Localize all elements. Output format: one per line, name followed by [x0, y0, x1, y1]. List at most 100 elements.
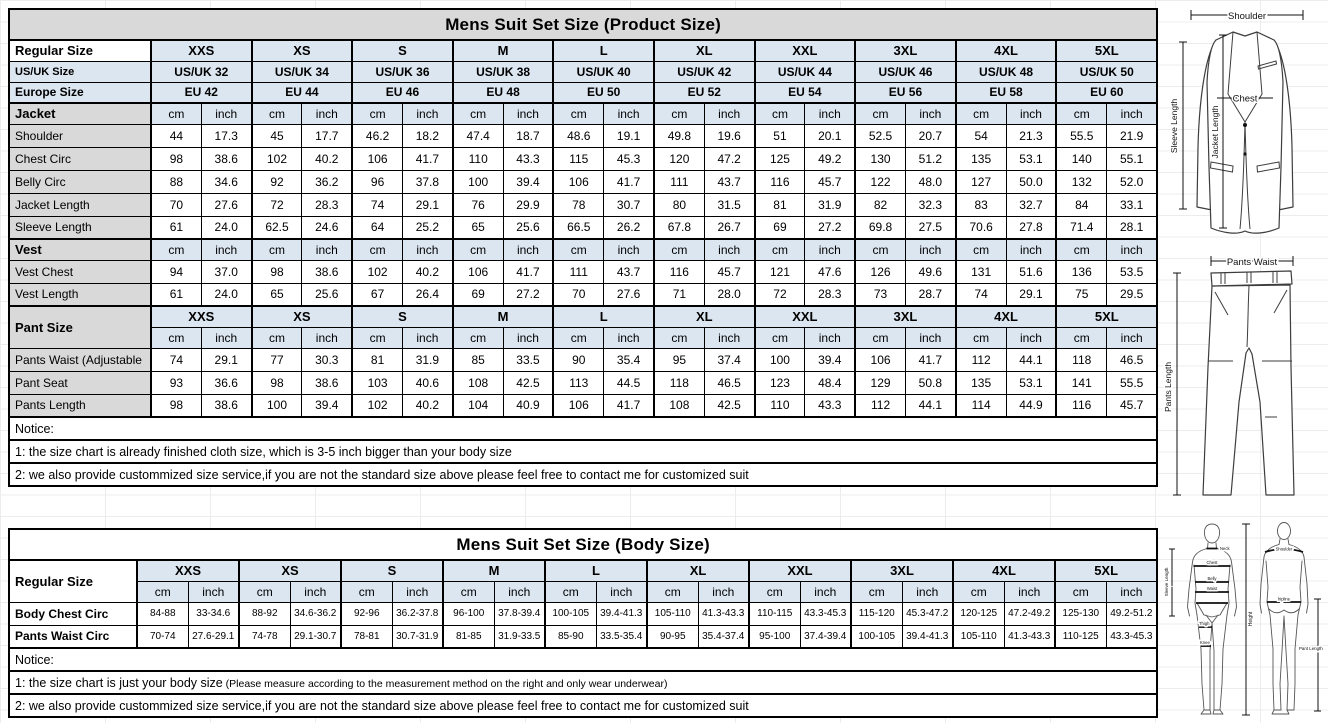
value-cm: 70 — [149, 192, 202, 217]
value-inch: 35.4 — [603, 347, 655, 372]
value-cm: 100-105 — [544, 601, 597, 626]
value-inch: 40.2 — [401, 259, 454, 284]
value-inch: 49.2-51.2 — [1105, 601, 1158, 626]
row-label: Europe Size — [8, 81, 152, 104]
measurement-row: Pants Waist (Adjustable 74 29.1 77 30.3 81 31.… — [8, 347, 1158, 372]
value-inch: 55.5 — [1106, 370, 1158, 395]
value-cm: 125-130 — [1054, 601, 1107, 626]
unit-inch-header: inch — [703, 102, 756, 125]
notice-heading: Notice: — [8, 416, 1158, 441]
value-inch: 40.2 — [401, 393, 454, 418]
value-inch: 35.4-37.4 — [697, 624, 750, 649]
value-inch: 25.2 — [401, 215, 454, 240]
measurement-row: Pants Waist Circ 70-74 27.6-29.1 74-78 29.1-… — [8, 624, 1158, 649]
value-inch: 31.9 — [804, 192, 856, 217]
value-inch: 37.4-39.4 — [799, 624, 852, 649]
value-cm: 84-88 — [136, 601, 189, 626]
value-cm: 129 — [854, 370, 906, 395]
unit-cm-header: cm — [854, 102, 906, 125]
measurement-row: Jacket Length 70 27.6 72 28.3 74 29.1 76 29.9 78 3… — [8, 192, 1158, 217]
size-header: XS — [250, 39, 353, 62]
size-header: L — [552, 305, 655, 328]
value-cm: 113 — [552, 370, 605, 395]
size-header: 4XL — [952, 559, 1056, 582]
value-inch: 52.0 — [1106, 169, 1158, 194]
value-cm: 112 — [854, 393, 906, 418]
height-label: Height — [1248, 611, 1254, 626]
unit-cm-header: cm — [1054, 580, 1107, 603]
value-cm: 106 — [854, 347, 906, 372]
value-inch: 27.6 — [200, 192, 253, 217]
value-inch: 43.7 — [603, 259, 655, 284]
value-cm: 106 — [451, 259, 504, 284]
section-label: Vest — [8, 238, 152, 261]
jacket-illustration: Shoulder Chest Jacket Length Sleeve Leng… — [1168, 10, 1304, 234]
row-label: Pant Seat — [8, 370, 152, 395]
value-inch: 39.4-41.3 — [901, 624, 954, 649]
value-inch: 38.6 — [200, 393, 253, 418]
unit-inch-header: inch — [301, 102, 353, 125]
value-cm: 69.8 — [854, 215, 906, 240]
knee-label: Knee — [1200, 640, 1210, 645]
hipline-label: hipline — [1278, 597, 1291, 602]
unit-cm-header: cm — [544, 580, 597, 603]
value-inch: 49.6 — [904, 259, 957, 284]
unit-cm-header: cm — [351, 238, 403, 261]
value-inch: 47.2 — [703, 146, 756, 171]
eu-size-cell: EU 44 — [250, 81, 353, 104]
size-header: XL — [652, 305, 756, 328]
value-inch: 40.9 — [502, 393, 554, 418]
size-header: 4XL — [954, 39, 1057, 62]
value-cm: 116 — [753, 169, 806, 194]
eu-size-cell: EU 48 — [451, 81, 554, 104]
value-inch: 41.7 — [904, 347, 957, 372]
value-cm: 78 — [552, 192, 605, 217]
unit-inch-header: inch — [401, 326, 454, 349]
size-header: M — [451, 39, 554, 62]
value-inch: 28.1 — [1106, 215, 1158, 240]
value-inch: 36.6 — [200, 370, 253, 395]
value-inch: 24.0 — [200, 215, 253, 240]
value-cm: 69 — [451, 282, 504, 307]
neck-label: Neck — [1220, 546, 1230, 551]
value-cm: 123 — [753, 370, 806, 395]
unit-cm-header: cm — [954, 102, 1007, 125]
row-label: Chest Circ — [8, 146, 152, 171]
unit-cm-header: cm — [250, 238, 303, 261]
usuk-size-cell: US/UK 32 — [150, 60, 253, 83]
unit-inch-header: inch — [1005, 102, 1057, 125]
measurement-row: Vest Chest 94 37.0 98 38.6 102 40.2 106 41.7 111 4… — [8, 259, 1158, 284]
size-header: 3XL — [854, 305, 957, 328]
regular-size-row: Regular Size XXS XS S M L XL XXL 3XL 4XL 5XL — [8, 559, 1158, 603]
value-inch: 41.7 — [603, 393, 655, 418]
value-cm: 44 — [149, 123, 202, 148]
unit-inch-header: inch — [502, 326, 554, 349]
unit-cm-header: cm — [753, 238, 806, 261]
value-inch: 42.5 — [703, 393, 756, 418]
value-inch: 21.9 — [1106, 123, 1158, 148]
value-inch: 43.3 — [502, 146, 554, 171]
value-inch: 45.3 — [603, 146, 655, 171]
value-inch: 43.3-45.3 — [799, 601, 852, 626]
product-size-table: Mens Suit Set Size (Product Size) Regular… — [8, 8, 1159, 487]
unit-cm-header: cm — [954, 238, 1007, 261]
value-cm: 135 — [954, 370, 1007, 395]
value-cm: 74 — [954, 282, 1007, 307]
unit-inch-header: inch — [804, 102, 856, 125]
eu-size-cell: EU 60 — [1055, 81, 1158, 104]
value-inch: 27.6-29.1 — [187, 624, 240, 649]
value-cm: 106 — [552, 393, 605, 418]
value-inch: 37.8-39.4 — [493, 601, 546, 626]
value-cm: 136 — [1055, 259, 1108, 284]
unit-inch-header: inch — [1105, 580, 1158, 603]
value-inch: 20.1 — [804, 123, 856, 148]
value-cm: 141 — [1055, 370, 1108, 395]
value-cm: 132 — [1055, 169, 1108, 194]
size-header: M — [451, 305, 554, 328]
value-inch: 32.7 — [1005, 192, 1057, 217]
value-inch: 29.1-30.7 — [289, 624, 342, 649]
value-cm: 104 — [451, 393, 504, 418]
value-inch: 40.6 — [401, 370, 454, 395]
value-inch: 31.9-33.5 — [493, 624, 546, 649]
value-inch: 44.5 — [603, 370, 655, 395]
